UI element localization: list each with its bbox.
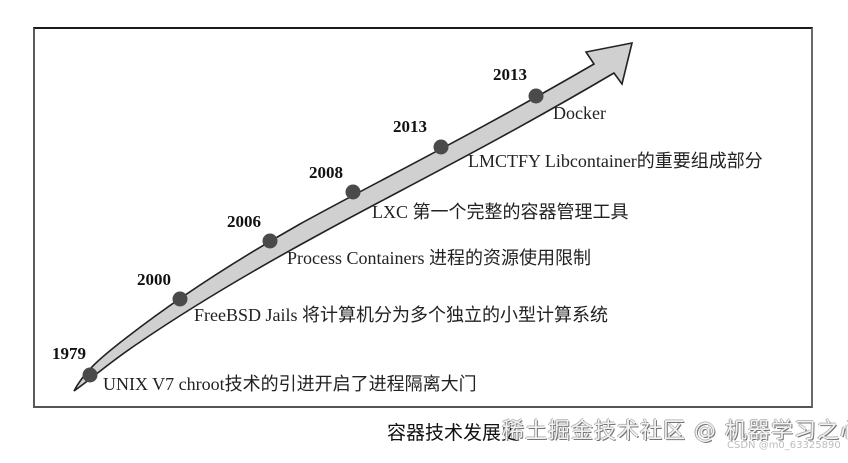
year-label: 2013 xyxy=(393,117,427,136)
watermark-csdn: CSDN @m0_63325890 xyxy=(727,440,841,451)
year-label: 2008 xyxy=(309,163,343,182)
milestone-dot-2000 xyxy=(172,291,188,307)
milestone-dot-2013-docker xyxy=(528,88,544,104)
event-description: UNIX V7 chroot技术的引进开启了进程隔离大门 xyxy=(103,374,477,394)
figure-caption: 容器技术发展史 xyxy=(387,422,521,444)
event-description: Docker xyxy=(553,103,606,123)
year-label: 2000 xyxy=(137,270,171,289)
watermark-text: 稀土掘金技术社区 @ 机器学习之心AI xyxy=(502,419,848,444)
milestone-dot-2013-lmctfy xyxy=(433,139,449,155)
event-description: LMCTFY Libcontainer的重要组成部分 xyxy=(468,151,763,171)
event-description: LXC 第一个完整的容器管理工具 xyxy=(372,202,629,222)
year-label: 2013 xyxy=(493,65,527,84)
year-label: 2006 xyxy=(227,212,261,231)
diagram-frame xyxy=(33,27,813,408)
milestone-dot-1979 xyxy=(82,367,98,383)
milestone-dot-2008 xyxy=(345,184,361,200)
year-label: 1979 xyxy=(52,344,86,363)
event-description: FreeBSD Jails 将计算机分为多个独立的小型计算系统 xyxy=(194,305,608,325)
event-description: Process Containers 进程的资源使用限制 xyxy=(287,248,591,268)
milestone-dot-2006 xyxy=(262,233,278,249)
